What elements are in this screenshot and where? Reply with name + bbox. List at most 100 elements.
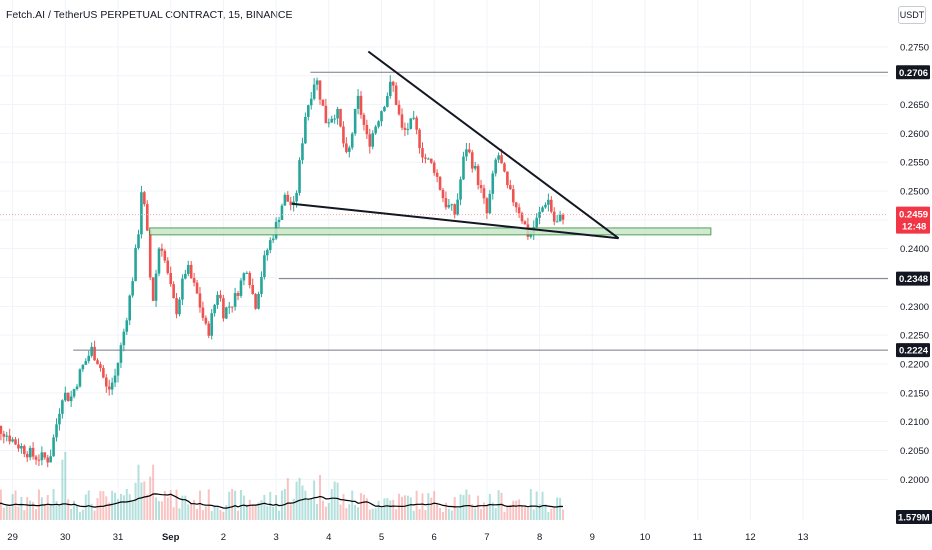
candle-body [386,95,389,107]
candle-body [137,234,140,248]
volume-bar [433,491,436,520]
x-tick-label: 10 [640,532,651,543]
volume-bar [111,490,114,520]
candle-body [34,456,38,460]
volume-bar [225,505,228,520]
volume-bar [509,504,512,520]
volume-bar [494,508,497,520]
volume-bar [17,506,20,520]
volume-bar [43,503,46,520]
x-tick-label: 7 [484,532,489,543]
volume-bar [248,499,251,520]
volume-bar [474,508,477,520]
volume-bar [117,499,119,520]
volume-bar [523,507,526,520]
volume-bar [330,488,333,520]
volume-bar [421,493,424,520]
volume-bar [187,504,190,520]
candle-body [192,278,196,283]
volume-bar [444,502,447,520]
candle-body [195,282,199,294]
volume-bar [357,507,360,520]
candle-body [488,193,492,214]
volume-bar [351,490,354,520]
x-tick-label: 29 [7,532,18,543]
volume-bar [245,504,248,520]
volume-bar [146,494,149,520]
volume-bar [462,495,465,520]
candle-body [84,361,88,365]
candle-body [456,199,459,215]
candle-body [283,194,287,206]
candle-body [8,435,11,442]
candle-body [2,433,6,437]
volume-bar [298,477,301,520]
candle-body [25,454,29,458]
volume-bar [556,497,559,520]
volume-bar [354,504,357,520]
volume-bar [386,498,389,520]
candle-body [113,375,117,383]
volume-bar [333,481,336,520]
volume-bar [37,489,40,520]
volume-bar [336,482,339,520]
candle-body [148,230,152,278]
last-price-label-bg [896,206,930,234]
candle-body [134,247,137,282]
volume-bar [406,495,409,520]
volume-bar [35,509,38,520]
currency-unit-button[interactable]: USDT [898,6,926,24]
candle-body [5,435,9,437]
candle-body [318,80,322,100]
volume-bar [242,495,245,520]
candle-body [544,204,547,208]
volume-bar [254,504,257,520]
candle-body [450,204,454,206]
candle-body [444,198,448,208]
x-tick-label: 2 [221,532,226,543]
candle-body [99,364,102,368]
candle-body [479,185,483,189]
volume-bar [374,508,377,520]
volume-bar [2,507,5,520]
volume-histogram [0,451,565,520]
candle-body [75,386,79,390]
candle-body [368,134,372,147]
volume-bar [237,510,240,520]
price-label-level-1: 0.2706 [899,68,928,79]
candle-body [465,149,468,157]
volume-bar [310,498,313,520]
candle-body [429,158,433,163]
volume-bar [213,504,216,520]
candle-body [87,355,91,362]
volume-moving-average [0,493,564,509]
volume-bar [216,507,219,520]
volume-bar [49,503,52,520]
candle-body [254,294,257,309]
candle-body [304,116,307,144]
volume-bar [515,500,518,520]
volume-bar [292,498,295,520]
volume-bar [175,489,178,520]
candle-body [558,214,562,222]
candle-body [154,273,158,301]
candle-body [189,264,193,279]
candle-countdown-label: 12:48 [902,222,926,233]
volume-bar [32,501,35,520]
candle-body [257,293,260,309]
candle-body [555,221,559,223]
volume-bar [380,508,383,520]
volume-bar [482,502,485,520]
volume-bar [278,510,281,520]
candle-body [470,152,474,169]
volume-bar [266,506,269,520]
candle-body [459,179,462,200]
volume-bar [368,509,371,520]
volume-bar [26,497,29,520]
candle-body [418,129,421,149]
candle-body [327,122,331,124]
volume-bar [301,485,304,520]
candle-body [509,185,512,190]
volume-bar [14,490,17,520]
